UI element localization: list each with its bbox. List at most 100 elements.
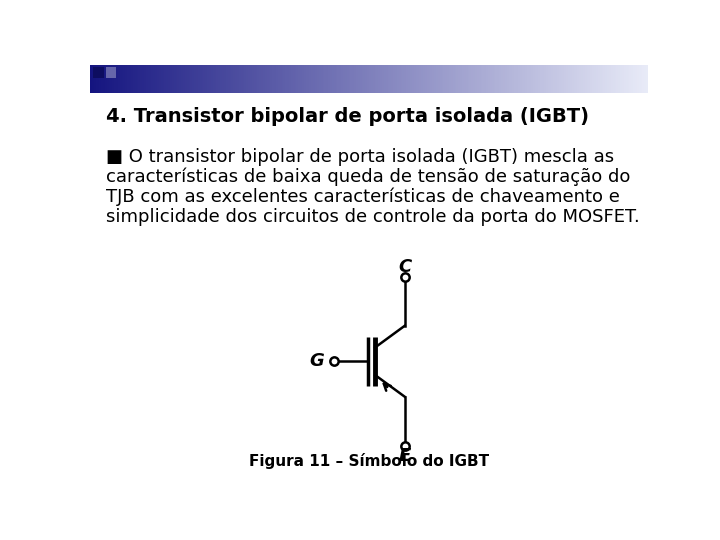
Bar (358, 65, 360, 92)
Bar (289, 65, 291, 92)
Bar (226, 65, 228, 92)
Bar (189, 65, 190, 92)
Bar (472, 65, 473, 92)
Bar (639, 65, 641, 92)
Bar (486, 65, 488, 92)
Bar (155, 65, 157, 92)
Bar (559, 65, 561, 92)
Bar (527, 65, 529, 92)
Bar (97, 65, 99, 92)
Bar (598, 65, 600, 92)
Bar (284, 65, 285, 92)
Bar (581, 65, 583, 92)
Bar (629, 65, 631, 92)
Bar (371, 65, 373, 92)
Bar (360, 65, 361, 92)
Bar (464, 65, 466, 92)
Bar (641, 65, 642, 92)
Bar (526, 65, 527, 92)
Bar (166, 65, 168, 92)
Bar (460, 65, 462, 92)
Bar (601, 65, 603, 92)
Bar (207, 65, 209, 92)
Bar (179, 65, 181, 92)
Bar (345, 65, 347, 92)
Bar (631, 65, 633, 92)
Bar (561, 65, 562, 92)
Bar (159, 65, 161, 92)
Bar (495, 65, 498, 92)
Bar (240, 65, 243, 92)
Bar (405, 65, 406, 92)
Bar (419, 65, 421, 92)
Bar (205, 65, 207, 92)
Bar (534, 65, 536, 92)
Bar (462, 65, 464, 92)
Bar (427, 65, 428, 92)
Bar (367, 65, 369, 92)
Bar (397, 65, 399, 92)
Bar (587, 65, 588, 92)
Bar (135, 65, 137, 92)
Bar (280, 65, 282, 92)
Bar (473, 65, 475, 92)
Bar (192, 65, 194, 92)
Text: 4. Transistor bipolar de porta isolada (IGBT): 4. Transistor bipolar de porta isolada (… (106, 107, 588, 126)
Bar (635, 65, 637, 92)
Bar (293, 65, 294, 92)
Bar (646, 65, 648, 92)
Bar (259, 65, 261, 92)
Bar (343, 65, 345, 92)
Bar (190, 65, 192, 92)
Bar (499, 65, 501, 92)
Bar (365, 65, 367, 92)
Bar (256, 65, 258, 92)
Bar (313, 65, 315, 92)
Bar (637, 65, 639, 92)
Bar (291, 65, 293, 92)
Bar (459, 65, 460, 92)
Bar (150, 65, 151, 92)
Bar (373, 65, 374, 92)
Bar (392, 65, 393, 92)
Bar (523, 65, 526, 92)
Bar (482, 65, 485, 92)
Bar (481, 65, 482, 92)
Bar (555, 65, 557, 92)
Bar (390, 65, 392, 92)
Bar (408, 65, 410, 92)
Bar (125, 65, 127, 92)
Bar (304, 65, 306, 92)
Bar (374, 65, 377, 92)
Bar (271, 65, 272, 92)
Bar (503, 65, 505, 92)
Bar (633, 65, 635, 92)
Bar (324, 65, 326, 92)
Text: simplicidade dos circuitos de controle da porta do MOSFET.: simplicidade dos circuitos de controle d… (106, 208, 639, 226)
Bar (593, 65, 594, 92)
Bar (546, 65, 548, 92)
Bar (276, 65, 278, 92)
Bar (186, 65, 189, 92)
Bar (220, 65, 222, 92)
Bar (140, 65, 142, 92)
Bar (400, 65, 402, 92)
Bar (137, 65, 138, 92)
Bar (120, 65, 122, 92)
Bar (516, 65, 518, 92)
Bar (112, 65, 114, 92)
Bar (246, 65, 248, 92)
Bar (198, 65, 199, 92)
Bar (311, 65, 313, 92)
Bar (607, 65, 609, 92)
Bar (265, 65, 266, 92)
Bar (479, 65, 481, 92)
Bar (315, 65, 317, 92)
Bar (518, 65, 520, 92)
Bar (250, 65, 252, 92)
Bar (103, 65, 105, 92)
Bar (622, 65, 624, 92)
Bar (540, 65, 542, 92)
Bar (510, 65, 512, 92)
Bar (354, 65, 356, 92)
